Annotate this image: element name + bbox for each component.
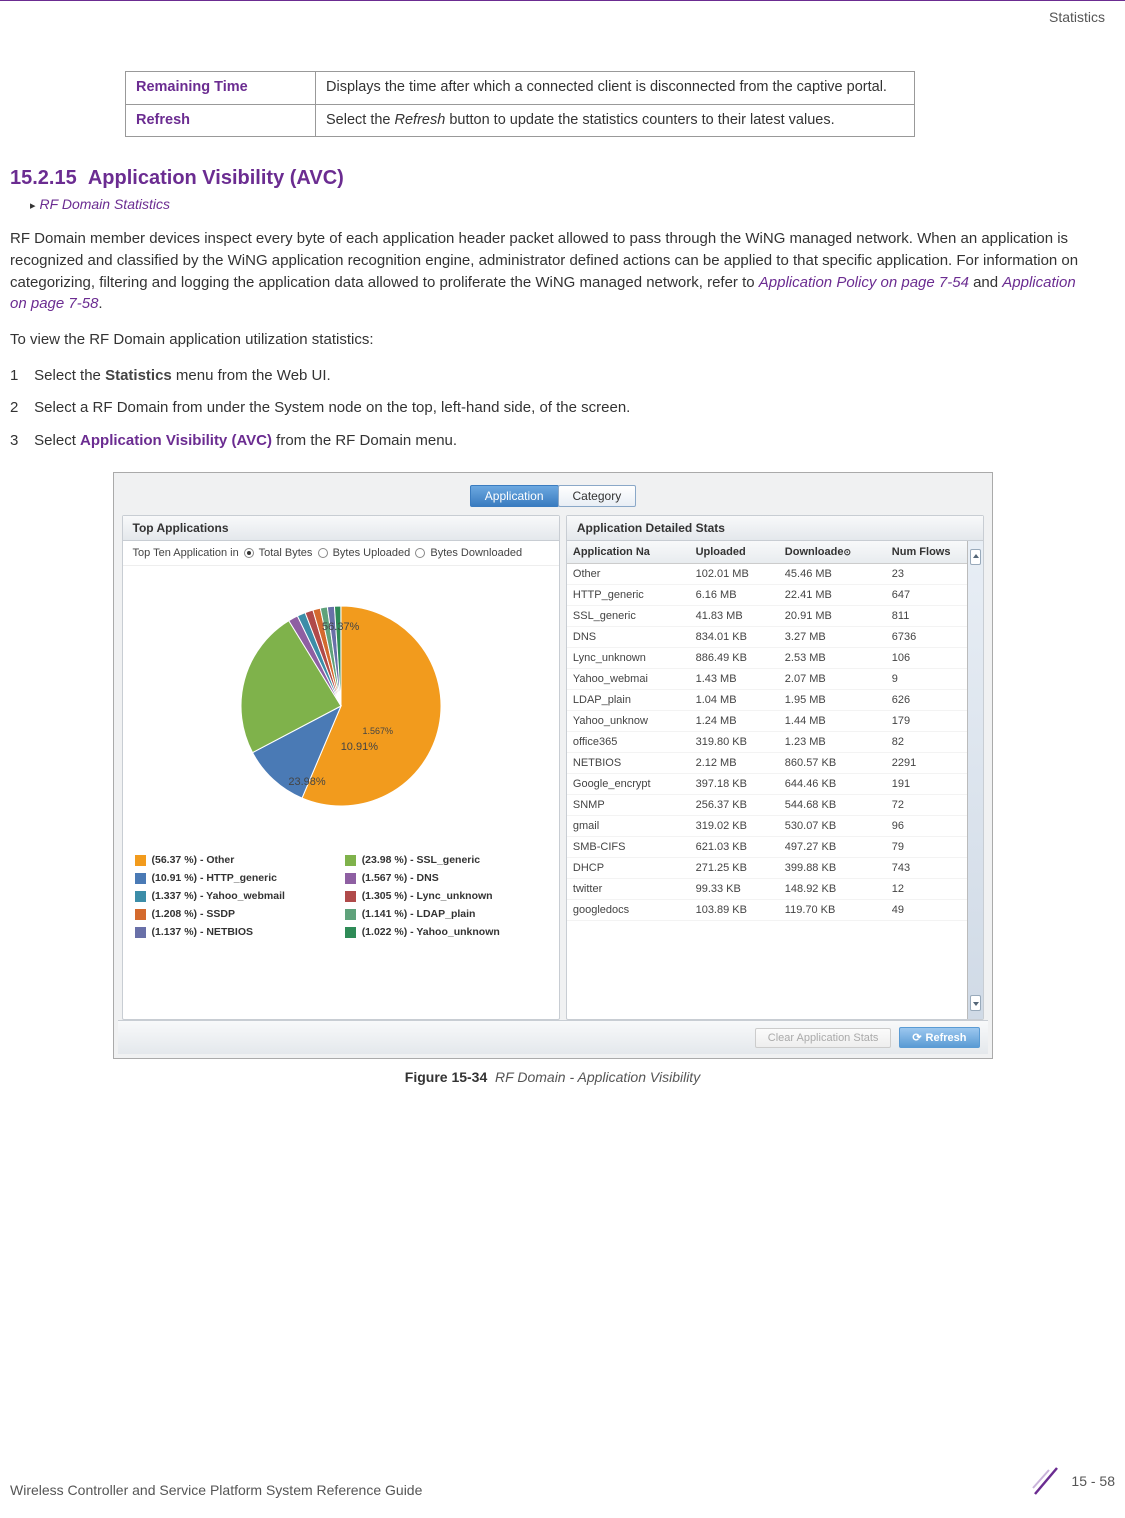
stats-table: Application Na Uploaded Downloade⊙ Num F…: [567, 541, 983, 921]
table-row[interactable]: twitter99.33 KB148.92 KB12: [567, 879, 983, 900]
table-row[interactable]: Google_encrypt397.18 KB644.46 KB191: [567, 774, 983, 795]
definitions-table: Remaining Time Displays the time after w…: [125, 71, 915, 137]
legend-swatch: [135, 927, 146, 938]
list-item: 2 Select a RF Domain from under the Syst…: [10, 397, 1095, 420]
paragraph: To view the RF Domain application utiliz…: [10, 329, 1095, 351]
tab-bar: ApplicationCategory: [118, 477, 988, 511]
legend-item: (1.137 %) - NETBIOS: [135, 926, 337, 938]
legend-item: (23.98 %) - SSL_generic: [345, 854, 547, 866]
table-row[interactable]: SMB-CIFS621.03 KB497.27 KB79: [567, 837, 983, 858]
def-term: Remaining Time: [126, 72, 316, 105]
table-row[interactable]: Yahoo_unknow1.24 MB1.44 MB179: [567, 711, 983, 732]
table-row[interactable]: SSL_generic41.83 MB20.91 MB811: [567, 606, 983, 627]
top-applications-panel: Top Applications Top Ten Application in …: [122, 515, 560, 1020]
clear-stats-button[interactable]: Clear Application Stats: [755, 1028, 892, 1048]
legend-item: (1.208 %) - SSDP: [135, 908, 337, 920]
pie-legend: (56.37 %) - Other (23.98 %) - SSL_generic…: [123, 846, 559, 950]
legend-item: (56.37 %) - Other: [135, 854, 337, 866]
pie-slice-label: 23.98%: [288, 776, 325, 788]
table-row[interactable]: NETBIOS2.12 MB860.57 KB2291: [567, 753, 983, 774]
col-app-name[interactable]: Application Na: [567, 541, 690, 564]
scroll-down-icon[interactable]: [970, 995, 981, 1011]
legend-item: (10.91 %) - HTTP_generic: [135, 872, 337, 884]
button-bar: Clear Application Stats ⟳Refresh: [118, 1020, 988, 1054]
steps-list: 1 Select the Statistics menu from the We…: [10, 365, 1095, 453]
legend-item: (1.305 %) - Lync_unknown: [345, 890, 547, 902]
header-section: Statistics: [1049, 9, 1105, 25]
table-row[interactable]: googledocs103.89 KB119.70 KB49: [567, 900, 983, 921]
detailed-stats-panel: Application Detailed Stats Application N…: [566, 515, 984, 1020]
table-row[interactable]: Other102.01 MB45.46 MB23: [567, 564, 983, 585]
legend-swatch: [135, 909, 146, 920]
pie-chart: 56.37% 1.567% 10.91% 23.98%: [123, 566, 559, 846]
table-row: Remaining Time Displays the time after w…: [126, 72, 915, 105]
table-row[interactable]: HTTP_generic6.16 MB22.41 MB647: [567, 585, 983, 606]
scroll-up-icon[interactable]: [970, 549, 981, 565]
sort-icon: ⊙: [843, 547, 851, 557]
table-row[interactable]: Lync_unknown886.49 KB2.53 MB106: [567, 648, 983, 669]
table-row[interactable]: SNMP256.37 KB544.68 KB72: [567, 795, 983, 816]
def-term: Refresh: [126, 104, 316, 137]
scrollbar[interactable]: [967, 541, 983, 1019]
pie-slice-label: 10.91%: [341, 741, 378, 753]
legend-swatch: [345, 909, 356, 920]
pie-slice-label: 1.567%: [363, 726, 394, 736]
table-row[interactable]: Yahoo_webmai1.43 MB2.07 MB9: [567, 669, 983, 690]
table-row[interactable]: office365319.80 KB1.23 MB82: [567, 732, 983, 753]
panel-title: Top Applications: [123, 516, 559, 541]
figure-screenshot: ApplicationCategory Top Applications Top…: [113, 472, 993, 1059]
table-row: Refresh Select the Refresh button to upd…: [126, 104, 915, 137]
tab-category[interactable]: Category: [558, 485, 637, 507]
def-desc: Select the Refresh button to update the …: [316, 104, 915, 137]
tab-application[interactable]: Application: [470, 485, 559, 507]
figure-caption: Figure 15-34 RF Domain - Application Vis…: [10, 1069, 1095, 1085]
legend-item: (1.141 %) - LDAP_plain: [345, 908, 547, 920]
panel-title: Application Detailed Stats: [567, 516, 983, 541]
legend-swatch: [345, 891, 356, 902]
radio-bytes-uploaded[interactable]: [318, 548, 328, 558]
paragraph: RF Domain member devices inspect every b…: [10, 228, 1095, 315]
legend-swatch: [135, 855, 146, 866]
radio-total-bytes[interactable]: [244, 548, 254, 558]
legend-item: (1.022 %) - Yahoo_unknown: [345, 926, 547, 938]
refresh-icon: ⟳: [912, 1032, 921, 1044]
table-row[interactable]: LDAP_plain1.04 MB1.95 MB626: [567, 690, 983, 711]
refresh-button[interactable]: ⟳Refresh: [899, 1027, 979, 1048]
legend-swatch: [135, 891, 146, 902]
page-number: 15 - 58: [1071, 1473, 1115, 1489]
footer-icon: [1029, 1464, 1063, 1498]
legend-swatch: [345, 873, 356, 884]
xref-link[interactable]: Application Policy on page 7-54: [759, 274, 969, 291]
footer-title: Wireless Controller and Service Platform…: [10, 1482, 422, 1498]
table-row[interactable]: DHCP271.25 KB399.88 KB743: [567, 858, 983, 879]
radio-group: Top Ten Application in Total Bytes Bytes…: [123, 541, 559, 566]
col-uploaded[interactable]: Uploaded: [690, 541, 779, 564]
table-row[interactable]: gmail319.02 KB530.07 KB96: [567, 816, 983, 837]
table-row[interactable]: DNS834.01 KB3.27 MB6736: [567, 627, 983, 648]
legend-swatch: [345, 927, 356, 938]
def-desc: Displays the time after which a connecte…: [316, 72, 915, 105]
breadcrumb[interactable]: RF Domain Statistics: [30, 196, 1095, 212]
section-heading: 15.2.15 Application Visibility (AVC): [10, 167, 1095, 190]
legend-item: (1.337 %) - Yahoo_webmail: [135, 890, 337, 902]
list-item: 3 Select Application Visibility (AVC) fr…: [10, 430, 1095, 453]
col-downloaded[interactable]: Downloade⊙: [779, 541, 886, 564]
list-item: 1 Select the Statistics menu from the We…: [10, 365, 1095, 388]
legend-swatch: [345, 855, 356, 866]
pie-slice-label: 56.37%: [322, 621, 359, 633]
legend-item: (1.567 %) - DNS: [345, 872, 547, 884]
radio-bytes-downloaded[interactable]: [415, 548, 425, 558]
legend-swatch: [135, 873, 146, 884]
page-footer: Wireless Controller and Service Platform…: [10, 1464, 1115, 1498]
